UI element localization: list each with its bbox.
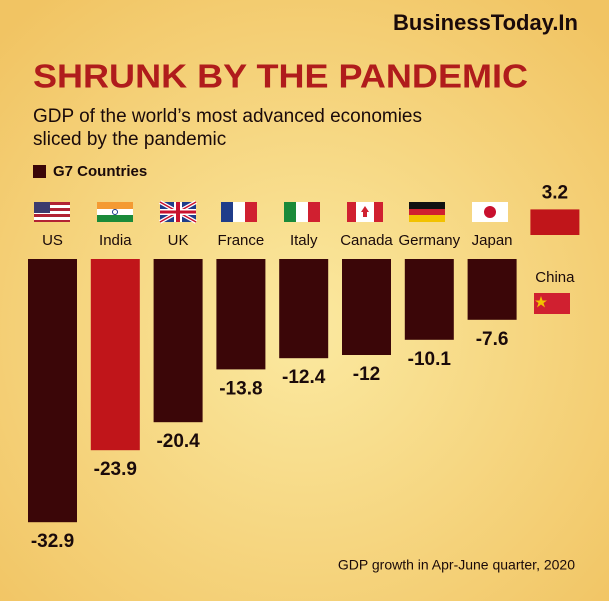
value-label: -7.6 (476, 329, 509, 350)
subtitle: GDP of the world’s most advanced economi… (33, 106, 422, 127)
legend-swatch (33, 165, 46, 178)
value-label: -10.1 (408, 349, 452, 370)
x-tick-label: France (218, 232, 265, 249)
brand: BusinessToday.In (393, 10, 578, 35)
bar (404, 259, 454, 340)
x-tick-label: Italy (290, 232, 318, 249)
x-tick-label: India (99, 232, 132, 249)
x-tick-label: Canada (340, 232, 393, 249)
bar (153, 259, 203, 423)
value-label: -23.9 (94, 459, 137, 480)
legend-label: G7 Countries (53, 163, 147, 180)
bar (28, 259, 77, 523)
x-tick-label: Germany (398, 232, 460, 249)
bar (342, 259, 391, 355)
subtitle: sliced by the pandemic (33, 129, 226, 150)
bar (90, 259, 140, 451)
bar (216, 259, 266, 370)
x-tick-label: UK (168, 232, 189, 249)
x-tick-label: China (535, 269, 575, 286)
value-label: -12.4 (282, 367, 326, 388)
bar (467, 259, 517, 320)
chart-title: SHRUNK BY THE PANDEMIC (33, 58, 528, 95)
value-label: -20.4 (156, 431, 200, 452)
value-label: 3.2 (542, 182, 568, 203)
note: GDP growth in Apr-June quarter, 2020 (338, 557, 575, 573)
value-label: -32.9 (31, 531, 74, 552)
x-tick-label: US (42, 232, 63, 249)
bar (279, 259, 329, 359)
bar (530, 209, 580, 235)
value-label: -12 (353, 364, 380, 385)
flags (34, 200, 570, 314)
x-tick-label: Japan (472, 232, 513, 249)
value-label: -13.8 (219, 378, 262, 399)
